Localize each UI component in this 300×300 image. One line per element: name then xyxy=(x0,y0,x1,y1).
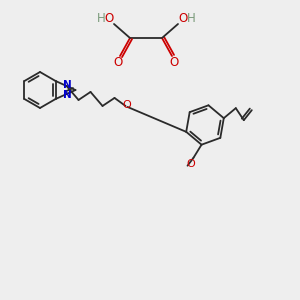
Text: O: O xyxy=(186,159,195,169)
Text: O: O xyxy=(122,100,131,110)
Text: N: N xyxy=(63,80,71,90)
Text: O: O xyxy=(169,56,178,68)
Text: O: O xyxy=(104,13,114,26)
Text: O: O xyxy=(113,56,123,68)
Text: N: N xyxy=(63,89,71,100)
Text: O: O xyxy=(178,13,188,26)
Text: H: H xyxy=(97,13,105,26)
Text: H: H xyxy=(187,13,195,26)
